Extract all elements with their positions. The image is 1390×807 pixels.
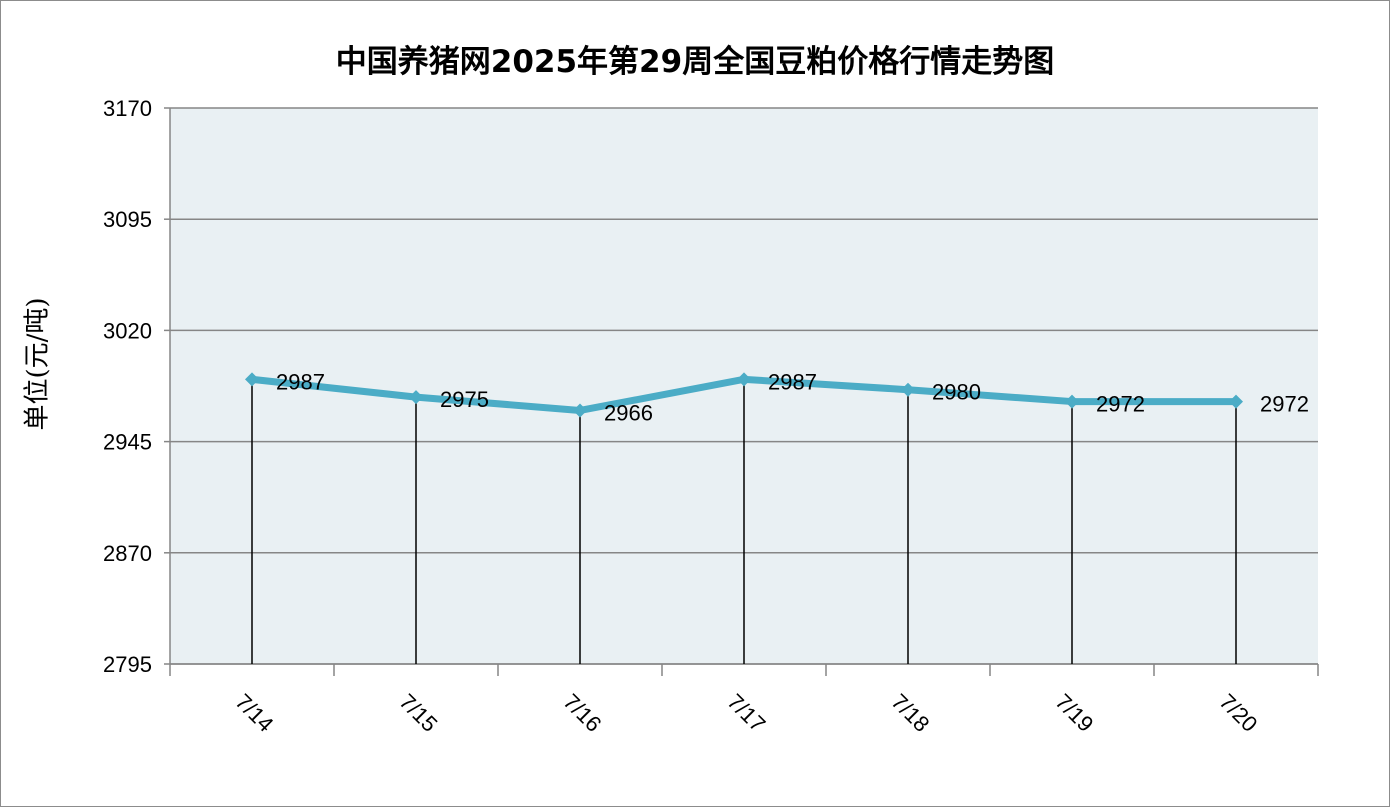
x-tick-label: 7/19 [1050,689,1098,737]
chart-title: 中国养猪网2025年第29周全国豆粕价格行情走势图 [335,44,1055,80]
y-tick-label: 2795 [103,652,152,677]
data-point-marker [245,372,259,387]
x-tick-label: 7/14 [230,689,278,737]
series-group [245,372,1243,418]
y-tick-label: 3095 [103,207,152,232]
data-point-marker [573,403,587,418]
data-point-marker [1065,394,1079,409]
y-tick-label: 3020 [103,318,152,343]
data-label: 2972 [1096,392,1145,417]
y-tick-label: 3170 [103,96,152,121]
data-label: 2972 [1260,392,1309,417]
data-point-marker [901,382,915,397]
data-label: 2980 [932,380,981,405]
drop-lines [251,379,1237,664]
y-tick-label: 2945 [103,430,152,455]
data-label: 2966 [604,400,653,425]
y-axis-ticks: 3170 3095 3020 2945 2870 2795 [103,96,170,677]
x-tick-label: 7/17 [722,689,770,737]
x-tick-label: 7/20 [1214,689,1262,737]
data-labels: 2987 2975 2966 2987 2980 2972 2972 [276,369,1309,425]
data-label: 2975 [440,387,489,412]
x-tick-label: 7/16 [558,689,606,737]
x-tick-label: 7/18 [886,689,934,737]
data-point-marker [409,390,423,405]
data-label: 2987 [768,369,817,394]
y-tick-label: 2870 [103,541,152,566]
data-label: 2987 [276,369,325,394]
data-point-marker [1229,394,1243,409]
data-point-marker [737,372,751,387]
x-tick-label: 7/15 [394,689,442,737]
